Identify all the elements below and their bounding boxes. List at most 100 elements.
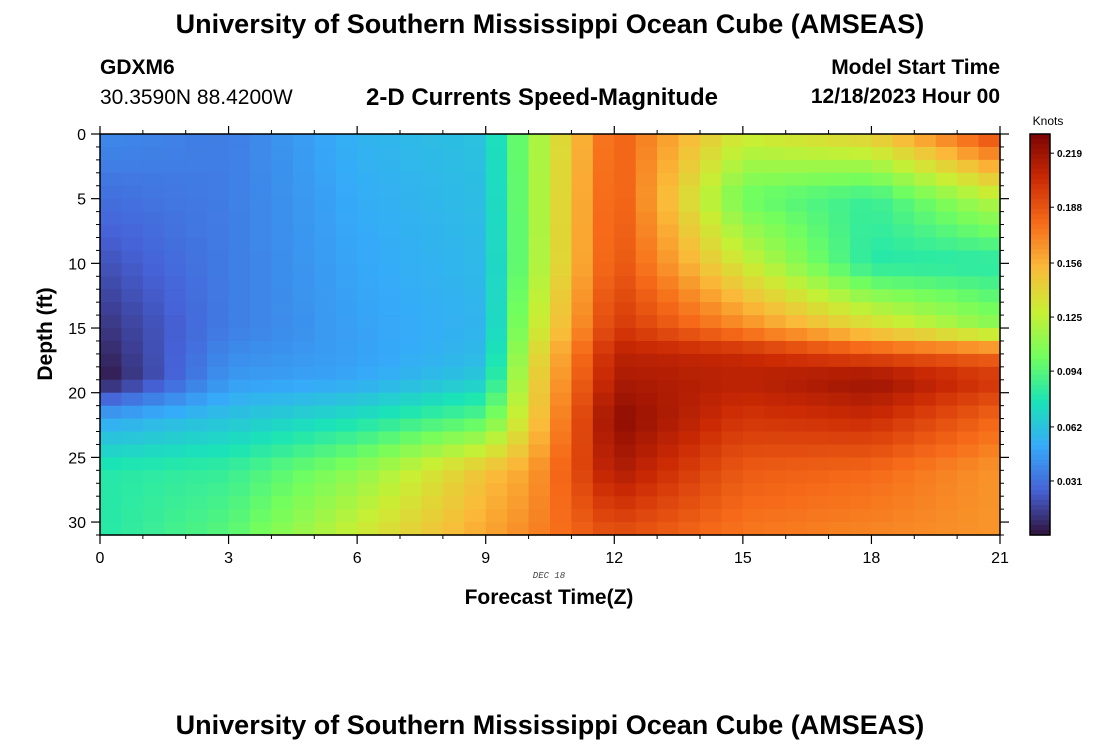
heatmap-cell — [914, 237, 937, 252]
heatmap-cell — [550, 146, 573, 161]
heatmap-cell — [764, 444, 787, 458]
heatmap-cell — [400, 431, 423, 446]
heatmap-cell — [892, 315, 915, 329]
heatmap-cell — [850, 522, 873, 536]
heatmap-cell — [335, 522, 358, 536]
heatmap-cell — [121, 289, 144, 303]
heatmap-cell — [400, 276, 423, 290]
heatmap-cell — [807, 353, 830, 368]
heatmap-cell — [357, 211, 380, 226]
heatmap-cell — [164, 172, 187, 187]
heatmap-cell — [892, 237, 915, 252]
footer-title: University of Southern Mississippi Ocean… — [175, 710, 925, 740]
heatmap-cell — [892, 134, 915, 148]
heatmap-cell — [100, 134, 123, 148]
heatmap-cell — [742, 379, 765, 394]
heatmap-cell — [850, 134, 873, 148]
heatmap-cell — [614, 340, 637, 355]
heatmap-cell — [100, 315, 123, 329]
heatmap-cell — [485, 379, 508, 394]
heatmap-cell — [335, 198, 358, 213]
heatmap-cell — [142, 470, 165, 484]
heatmap-cell — [828, 159, 851, 174]
heatmap-cell — [400, 263, 423, 277]
heatmap-cell — [314, 405, 337, 420]
heatmap-cell — [721, 276, 744, 290]
heatmap-cell — [914, 198, 937, 213]
heatmap-cell — [185, 198, 208, 213]
heatmap-cell — [700, 224, 723, 239]
heatmap-cell — [614, 392, 637, 407]
heatmap-cell — [592, 237, 615, 252]
heatmap-cell — [550, 457, 573, 471]
heatmap-cell — [314, 276, 337, 290]
heatmap-cell — [100, 289, 123, 303]
heatmap-cell — [464, 431, 487, 446]
heatmap-cell — [400, 522, 423, 536]
heatmap-cell — [657, 405, 680, 420]
heatmap-cell — [250, 146, 273, 161]
heatmap-cell — [335, 444, 358, 458]
colorbar-segment — [1030, 519, 1050, 526]
heatmap-cell — [400, 353, 423, 368]
heatmap-cell — [828, 276, 851, 290]
heatmap-cell — [592, 496, 615, 510]
heatmap-cell — [121, 211, 144, 226]
heatmap-cell — [742, 392, 765, 407]
heatmap-cell — [742, 405, 765, 420]
heatmap-cell — [892, 250, 915, 264]
heatmap-cell — [100, 340, 123, 355]
heatmap-cell — [464, 470, 487, 484]
heatmap-cell — [850, 224, 873, 239]
heatmap-cell — [571, 340, 594, 355]
heatmap-cell — [292, 289, 315, 303]
heatmap-cell — [764, 146, 787, 161]
heatmap-cell — [914, 159, 937, 174]
heatmap-cell — [871, 159, 894, 174]
heatmap-cell — [614, 457, 637, 471]
heatmap-cell — [314, 379, 337, 394]
heatmap-cell — [764, 198, 787, 213]
heatmap-cell — [357, 353, 380, 368]
heatmap-cell — [571, 418, 594, 433]
heatmap-cell — [764, 470, 787, 484]
heatmap-cell — [571, 444, 594, 458]
heatmap-cell — [871, 405, 894, 420]
heatmap-cell — [207, 211, 230, 226]
heatmap-cell — [571, 431, 594, 446]
heatmap-cell — [828, 431, 851, 446]
x-tick-label: 6 — [353, 550, 362, 567]
heatmap-cell — [335, 172, 358, 187]
heatmap-cell — [678, 483, 701, 497]
heatmap-cell — [464, 366, 487, 381]
heatmap-cell — [721, 444, 744, 458]
heatmap-cell — [207, 483, 230, 497]
heatmap-cell — [142, 134, 165, 148]
heatmap-cell — [485, 418, 508, 433]
heatmap-cell — [250, 172, 273, 187]
heatmap-cell — [357, 496, 380, 510]
heatmap-cell — [464, 276, 487, 290]
heatmap-cell — [550, 211, 573, 226]
heatmap-cell — [185, 263, 208, 277]
heatmap-cell — [571, 211, 594, 226]
heatmap-cell — [871, 366, 894, 381]
heatmap-cell — [721, 159, 744, 174]
heatmap-cell — [335, 328, 358, 342]
heatmap-cell — [185, 509, 208, 523]
heatmap-cell — [871, 457, 894, 471]
heatmap-cell — [978, 366, 1001, 381]
heatmap-cell — [807, 483, 830, 497]
heatmap-cell — [314, 366, 337, 381]
heatmap-cell — [142, 211, 165, 226]
heatmap-cell — [764, 353, 787, 368]
heatmap-cell — [142, 366, 165, 381]
heatmap-cell — [935, 289, 958, 303]
heatmap-cell — [185, 237, 208, 252]
heatmap-cell — [421, 211, 444, 226]
heatmap-cell — [700, 379, 723, 394]
heatmap-cell — [828, 353, 851, 368]
heatmap-cell — [614, 483, 637, 497]
heatmap-cell — [464, 405, 487, 420]
